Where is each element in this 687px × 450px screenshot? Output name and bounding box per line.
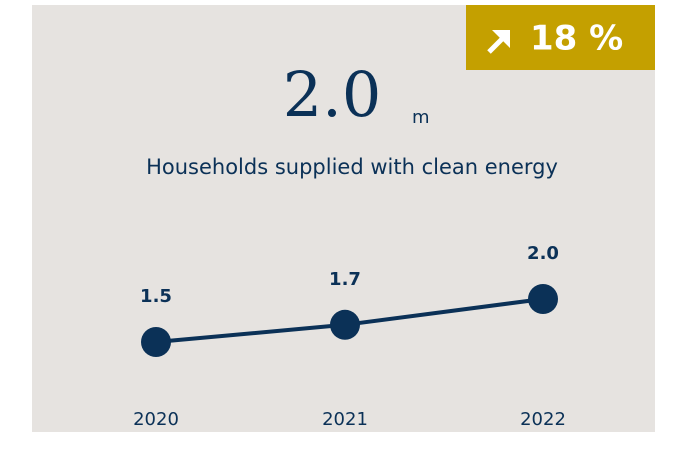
headline-unit: m: [412, 107, 430, 128]
value-label: 2.0: [527, 243, 559, 264]
x-tick-label: 2020: [133, 409, 179, 430]
arrow-icon: [487, 30, 510, 54]
card-background: [32, 5, 655, 432]
point: [330, 309, 360, 340]
headline-label: Households supplied with clean energy: [146, 155, 558, 179]
point: [528, 284, 558, 314]
value-label: 1.7: [329, 269, 361, 290]
point: [141, 327, 171, 357]
x-tick-label: 2022: [520, 409, 566, 430]
change-badge: [466, 5, 655, 70]
change-value: 18 %: [530, 19, 623, 59]
headline-value: 2.0: [283, 58, 382, 131]
arrow-head: [492, 30, 510, 48]
value-label: 1.5: [140, 286, 172, 307]
x-tick-label: 2021: [322, 409, 368, 430]
